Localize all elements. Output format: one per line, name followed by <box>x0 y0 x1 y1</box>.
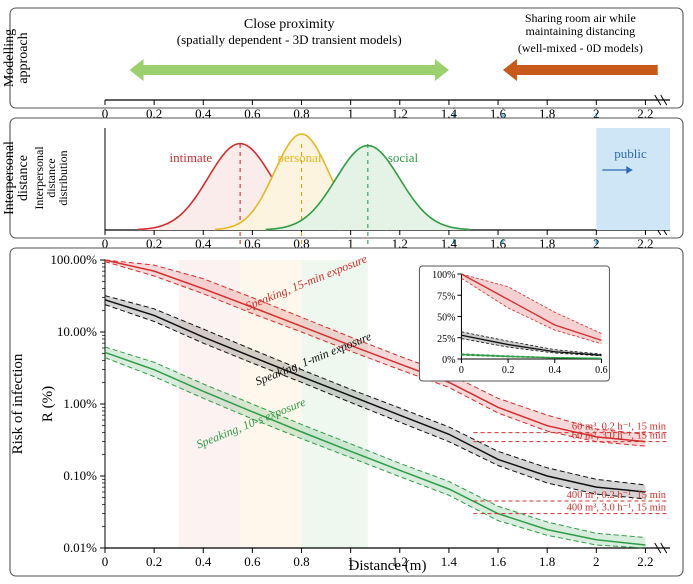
x-tick-label: 2.2 <box>637 554 653 569</box>
panel1-ylabel: Modelling <box>2 29 17 87</box>
proximity-title: Close proximity <box>244 17 335 32</box>
panel1-ylabel: approach <box>16 32 31 83</box>
proximity-subtitle: (spatially dependent - 3D transient mode… <box>177 32 402 47</box>
y-tick-label: 10.00% <box>57 324 97 339</box>
inset-xtick: 0 <box>459 365 464 376</box>
farfield-label: 400 m³, 3.0 h⁻¹, 15 min <box>567 503 667 514</box>
y-tick-label: 0.10% <box>63 468 97 483</box>
x-tick-label: 0.8 <box>293 554 309 569</box>
farfield-label: 60 m³, 3.0 h⁻¹, 15 min <box>572 431 667 442</box>
panel3-ylabel: Risk of infection <box>10 353 26 454</box>
x-tick-label: 0.4 <box>195 554 212 569</box>
dist-label-social: social <box>388 150 419 165</box>
figure-svg: 00.20.40.60.811.21.41.61.822.2Modellinga… <box>0 0 693 584</box>
y-tick-label: 1.00% <box>63 396 97 411</box>
x-tick-label: 1.8 <box>539 554 555 569</box>
public-band <box>596 128 670 230</box>
inset-xtick: 0.2 <box>502 365 515 376</box>
wellmixed-subtitle: (well-mixed - 0D models) <box>518 41 643 55</box>
panel2-rightlabel: distribution <box>56 150 70 205</box>
inset-xtick: 0.6 <box>595 365 608 376</box>
x-tick-label: 1.6 <box>490 554 507 569</box>
inset-ytick: 50% <box>437 313 455 324</box>
inset-ytick: 75% <box>437 291 455 302</box>
dist-label-intimate: intimate <box>169 150 212 165</box>
inset-xtick: 0.4 <box>549 365 562 376</box>
dist-label-personal: personal <box>277 150 321 165</box>
y-tick-label: 0.01% <box>63 540 97 555</box>
inset-ytick: 0% <box>442 355 455 366</box>
wellmixed-title: Sharing room air while <box>525 11 636 25</box>
panel3-ylabel2: R (%) <box>40 386 56 422</box>
public-label: public <box>614 146 647 161</box>
x-tick-label: 0.6 <box>244 554 261 569</box>
x-tick-label: 2 <box>593 554 600 569</box>
x-tick-label: 1.4 <box>441 554 458 569</box>
x-axis-title: Distance (m) <box>349 558 427 574</box>
panel2-ylabel: Interpersonal <box>2 141 17 215</box>
wellmixed-title: maintaining distancing <box>526 24 636 38</box>
inset-ytick: 25% <box>437 334 455 345</box>
x-tick-label: 0 <box>102 554 109 569</box>
x-tick-label: 0.2 <box>146 554 162 569</box>
farfield-label: 400 m³, 0.2 h⁻¹, 15 min <box>567 490 667 501</box>
panel2-ylabel: distance <box>16 155 31 201</box>
inset-ytick: 100% <box>432 270 455 281</box>
y-tick-label: 100.00% <box>50 252 97 267</box>
